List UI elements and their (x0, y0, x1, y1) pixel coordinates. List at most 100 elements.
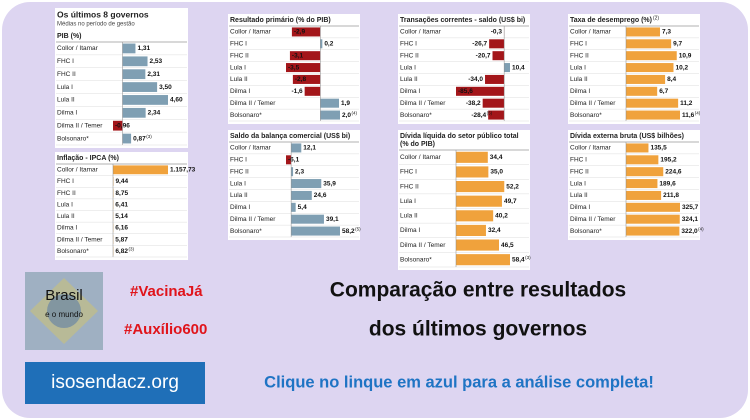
value-label: 6,7 (659, 88, 668, 95)
panel-title: Dívida externa bruta (US$ bilhões) (570, 133, 684, 140)
category-label: Lula I (230, 64, 246, 71)
bar (291, 27, 321, 37)
headline: dos últimos governos (369, 318, 587, 341)
bar (456, 210, 494, 222)
panel-title: Dívida líquida do setor público total (400, 133, 519, 140)
category-label: Collor / Itamar (230, 29, 272, 36)
value-label: 2,34 (148, 110, 161, 117)
value-label: 195,2 (660, 157, 677, 164)
link-text[interactable]: isosendacz.org (51, 372, 179, 393)
bar (291, 167, 294, 177)
bar (626, 214, 680, 224)
category-label: Lula II (230, 76, 248, 83)
category-label: Dilma I (400, 88, 420, 95)
value-label: -20,7 (476, 52, 491, 59)
hashtag: #Auxílio600 (124, 321, 207, 338)
value-label: 211,8 (663, 192, 679, 199)
category-label: FHC I (57, 178, 74, 185)
bar (626, 202, 680, 212)
bar (626, 110, 680, 120)
panel-title: PIB (%) (57, 33, 82, 40)
bar (291, 179, 322, 189)
bar (626, 190, 662, 200)
header-title: Os últimos 8 governos (57, 9, 149, 19)
category-label: FHC II (230, 52, 249, 59)
category-label: Lula II (57, 97, 75, 104)
value-label: 11,2 (680, 100, 693, 107)
value-label: 2,3 (295, 168, 304, 175)
category-label: Collor / Itamar (57, 167, 99, 174)
value-label: 325,7 (682, 204, 699, 211)
value-label: 135,5 (650, 145, 667, 152)
category-label: FHC II (570, 168, 589, 175)
category-label: FHC II (230, 168, 249, 175)
value-label: 224,6 (665, 168, 682, 175)
bar (456, 239, 499, 251)
category-label: Dilma I (570, 88, 590, 95)
value-label: 2,53 (150, 58, 163, 65)
bar (291, 143, 302, 153)
category-label: Dilma I (230, 204, 250, 211)
value-label: -0,3 (491, 29, 503, 36)
value-label: 12,1 (303, 145, 316, 152)
category-label: Lula I (570, 64, 586, 71)
value-label: 11,6 (682, 112, 695, 119)
value-note: (4) (695, 110, 701, 115)
bar (456, 195, 502, 207)
bar (626, 39, 672, 49)
category-label: Lula I (230, 180, 246, 187)
value-note: (5) (487, 110, 493, 115)
value-label: -85,6 (458, 88, 473, 95)
category-label: Bolsonaro* (57, 248, 89, 255)
category-label: Lula II (57, 213, 75, 220)
category-label: Collor / Itamar (57, 45, 99, 52)
value-label: 9,44 (115, 178, 128, 185)
value-label: 35,9 (323, 180, 336, 187)
bar (626, 155, 659, 165)
category-label: Dilma II / Temer (230, 216, 276, 223)
category-label: FHC II (57, 190, 76, 197)
value-label: 6,82 (115, 248, 128, 255)
bar (492, 51, 505, 61)
category-label: FHC II (570, 52, 589, 59)
hashtag: #VacinaJá (130, 283, 203, 300)
title-note: (2) (653, 15, 659, 21)
category-label: Dilma I (230, 88, 250, 95)
bar (485, 74, 505, 84)
value-label: 6,41 (115, 201, 128, 208)
value-label: 58,4 (512, 256, 525, 263)
category-label: Lula I (400, 198, 416, 205)
bar (626, 51, 677, 61)
category-label: FHC I (57, 58, 74, 65)
category-label: Collor / Itamar (400, 29, 442, 36)
value-label: 322,0 (681, 228, 698, 235)
value-label: 0,2 (324, 41, 333, 48)
category-label: FHC II (400, 183, 419, 190)
category-label: FHC I (570, 157, 587, 164)
logo-subtitle: e o mundo (45, 310, 83, 319)
value-note: (5) (355, 226, 361, 231)
value-note: (3) (128, 246, 134, 251)
value-label: -28,4 (471, 112, 486, 119)
bar (626, 98, 679, 108)
value-label: 189,6 (659, 180, 676, 187)
value-note: (3) (146, 134, 152, 139)
value-label: -3,5 (288, 64, 300, 71)
bar (482, 98, 505, 108)
value-label: -2,8 (295, 76, 307, 83)
category-label: Bolsonaro* (57, 135, 89, 142)
category-label: Bolsonaro* (400, 112, 432, 119)
panel-title: Taxa de desemprego (%) (570, 17, 652, 24)
category-label: Lula II (230, 192, 248, 199)
bar (113, 120, 123, 131)
value-label: -1,6 (291, 88, 303, 95)
bar (456, 151, 488, 163)
value-label: 39,1 (326, 216, 339, 223)
value-label: 5,87 (115, 236, 128, 243)
category-label: Lula II (400, 213, 418, 220)
link-button[interactable] (25, 362, 205, 404)
value-label: 10,9 (679, 52, 692, 59)
category-label: FHC I (400, 41, 417, 48)
bar (291, 214, 324, 224)
category-label: Dilma II / Temer (400, 100, 446, 107)
